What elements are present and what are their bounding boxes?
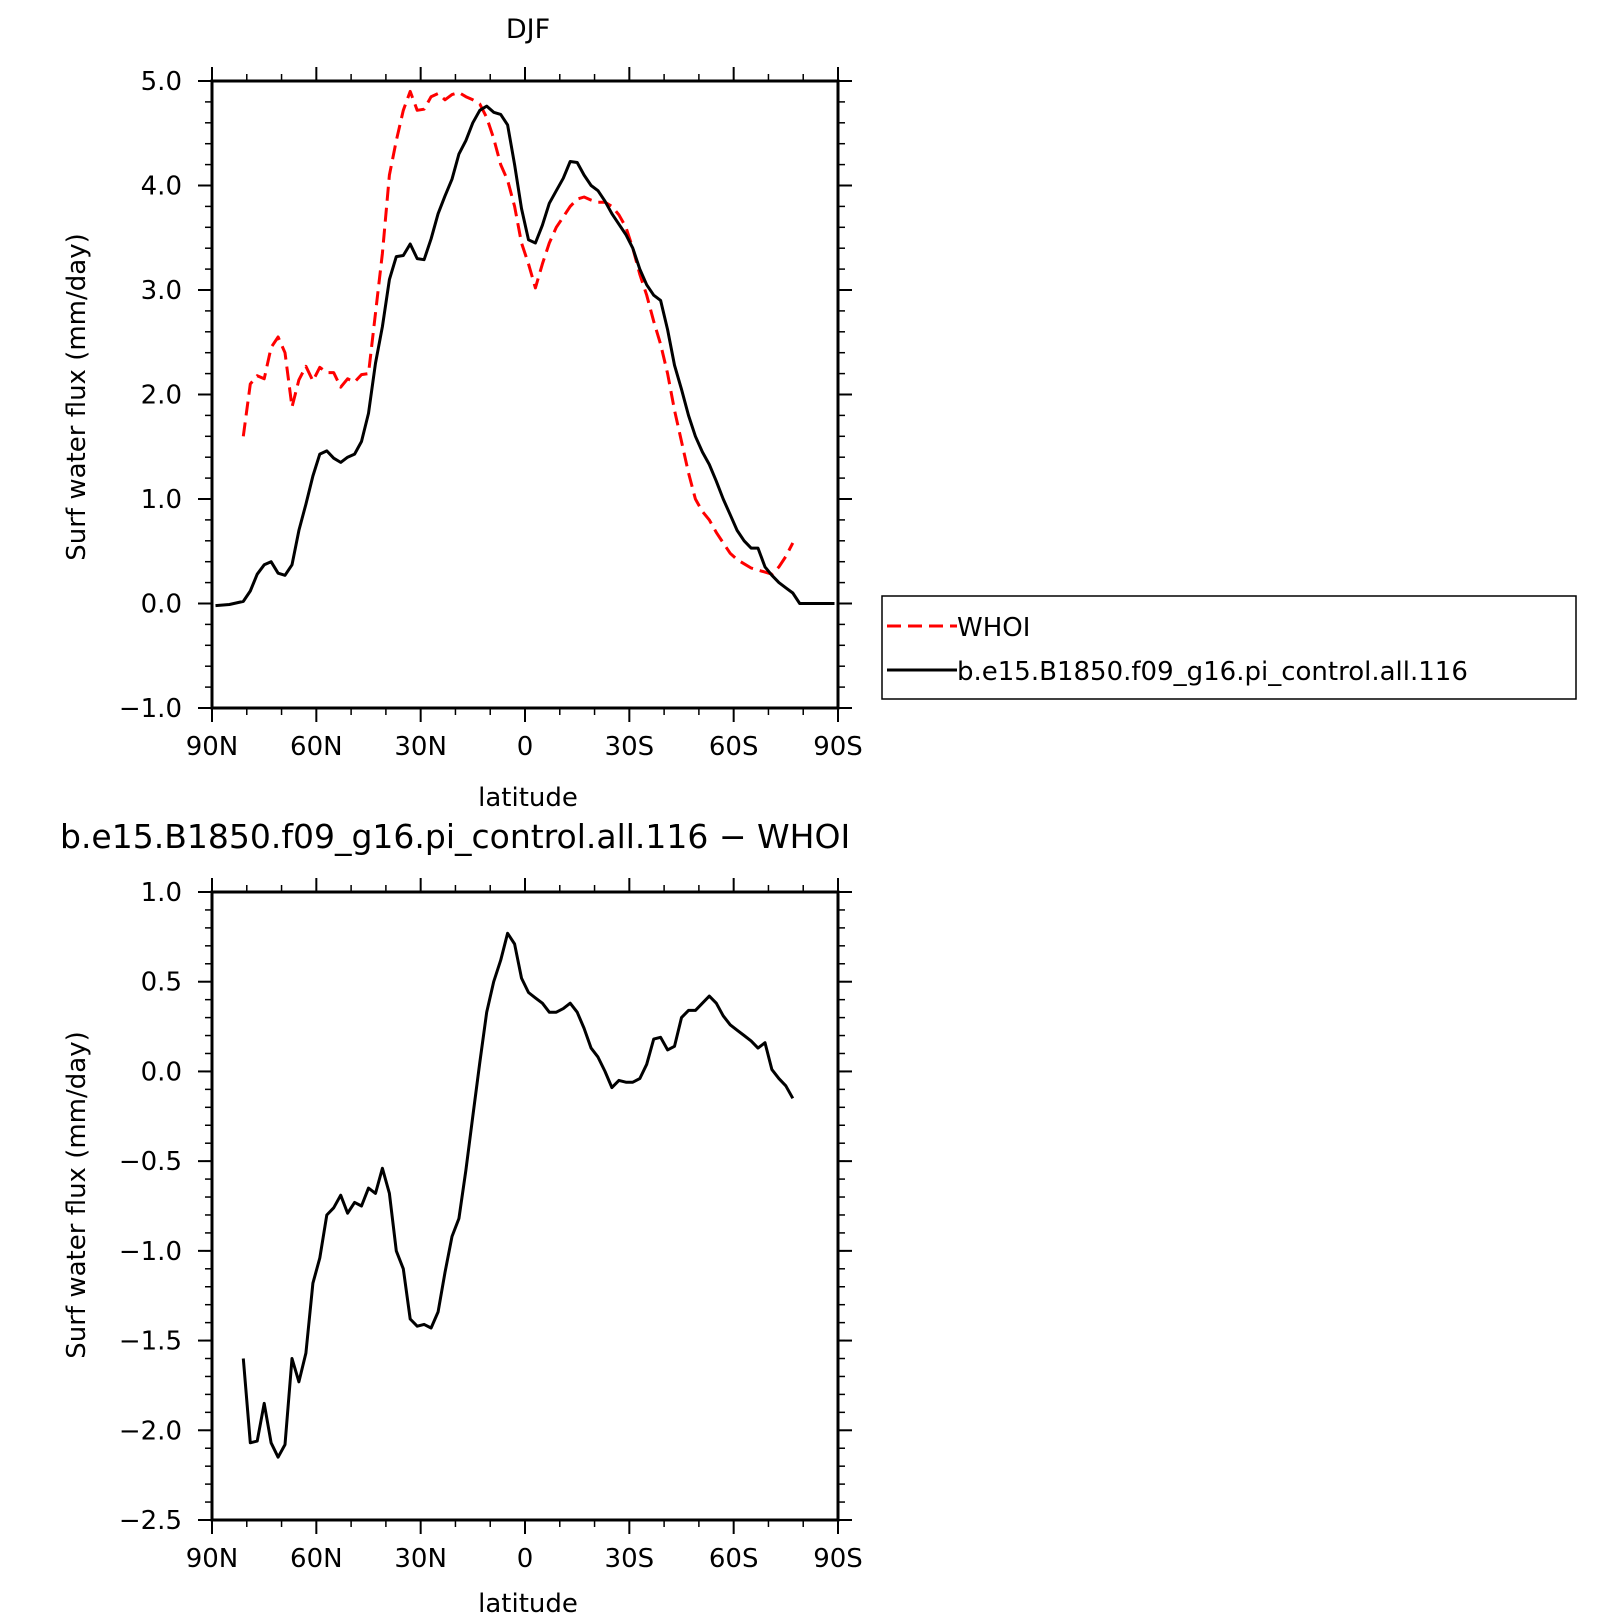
top-y-axis-label: Surf water flux (mm/day) <box>62 233 92 560</box>
bottom-x-tick-label: 60S <box>709 1544 759 1574</box>
top-y-tick-label: 2.0 <box>141 381 182 411</box>
legend: WHOI b.e15.B1850.f09_g16.pi_control.all.… <box>881 595 1577 700</box>
bottom-x-tick-label: 90N <box>186 1544 239 1574</box>
top-x-tick-label: 30S <box>605 732 655 762</box>
top-y-tick-label: 5.0 <box>141 67 182 97</box>
bottom-x-tick-label: 30S <box>605 1544 655 1574</box>
top-series-line-1 <box>215 104 835 608</box>
top-y-tick-label: 0.0 <box>141 590 182 620</box>
bottom-y-tick-label: −1.5 <box>119 1327 182 1357</box>
bottom-y-tick-label: −2.0 <box>119 1416 182 1446</box>
bottom-y-tick-label: −0.5 <box>119 1147 182 1177</box>
bottom-y-tick-label: −2.5 <box>119 1506 182 1536</box>
top-chart-title: DJF <box>506 14 550 45</box>
legend-label-whoi: WHOI <box>957 613 1030 643</box>
top-y-tick-label: 3.0 <box>141 276 182 306</box>
bottom-y-tick-label: −1.0 <box>119 1237 182 1267</box>
top-x-tick-label: 90N <box>186 732 239 762</box>
bottom-y-tick-label: 0.5 <box>141 968 182 998</box>
top-y-tick-label: −1.0 <box>119 694 182 724</box>
bottom-x-tick-label: 30N <box>394 1544 447 1574</box>
bottom-panel: b.e15.B1850.f09_g16.pi_control.all.116 −… <box>60 817 863 1619</box>
top-series-line-0 <box>241 89 795 576</box>
bottom-x-tick-label: 90S <box>813 1544 863 1574</box>
top-y-tick-label: 4.0 <box>141 172 182 202</box>
top-x-axis-label: latitude <box>478 783 578 813</box>
bottom-x-axis-label: latitude <box>478 1589 578 1619</box>
top-panel: DJF Surf water flux (mm/day) latitude 90… <box>62 14 863 813</box>
legend-box <box>881 595 1577 700</box>
top-plot-frame <box>210 79 840 710</box>
bottom-chart-title: b.e15.B1850.f09_g16.pi_control.all.116 −… <box>60 817 850 856</box>
top-x-tick-label: 90S <box>813 732 863 762</box>
bottom-y-tick-label: 1.0 <box>141 878 182 908</box>
top-y-tick-label: 1.0 <box>141 485 182 515</box>
bottom-plot-frame <box>210 890 840 1522</box>
bottom-x-tick-label: 60N <box>290 1544 343 1574</box>
top-x-tick-label: 60N <box>290 732 343 762</box>
bottom-y-axis-label: Surf water flux (mm/day) <box>62 1031 92 1358</box>
legend-label-model: b.e15.B1850.f09_g16.pi_control.all.116 <box>957 657 1468 687</box>
bottom-y-tick-label: 0.0 <box>141 1057 182 1087</box>
top-x-tick-label: 0 <box>517 732 534 762</box>
bottom-x-tick-label: 0 <box>517 1544 534 1574</box>
bottom-series-line-0 <box>241 931 795 1459</box>
top-x-tick-label: 60S <box>709 732 759 762</box>
top-x-tick-label: 30N <box>394 732 447 762</box>
